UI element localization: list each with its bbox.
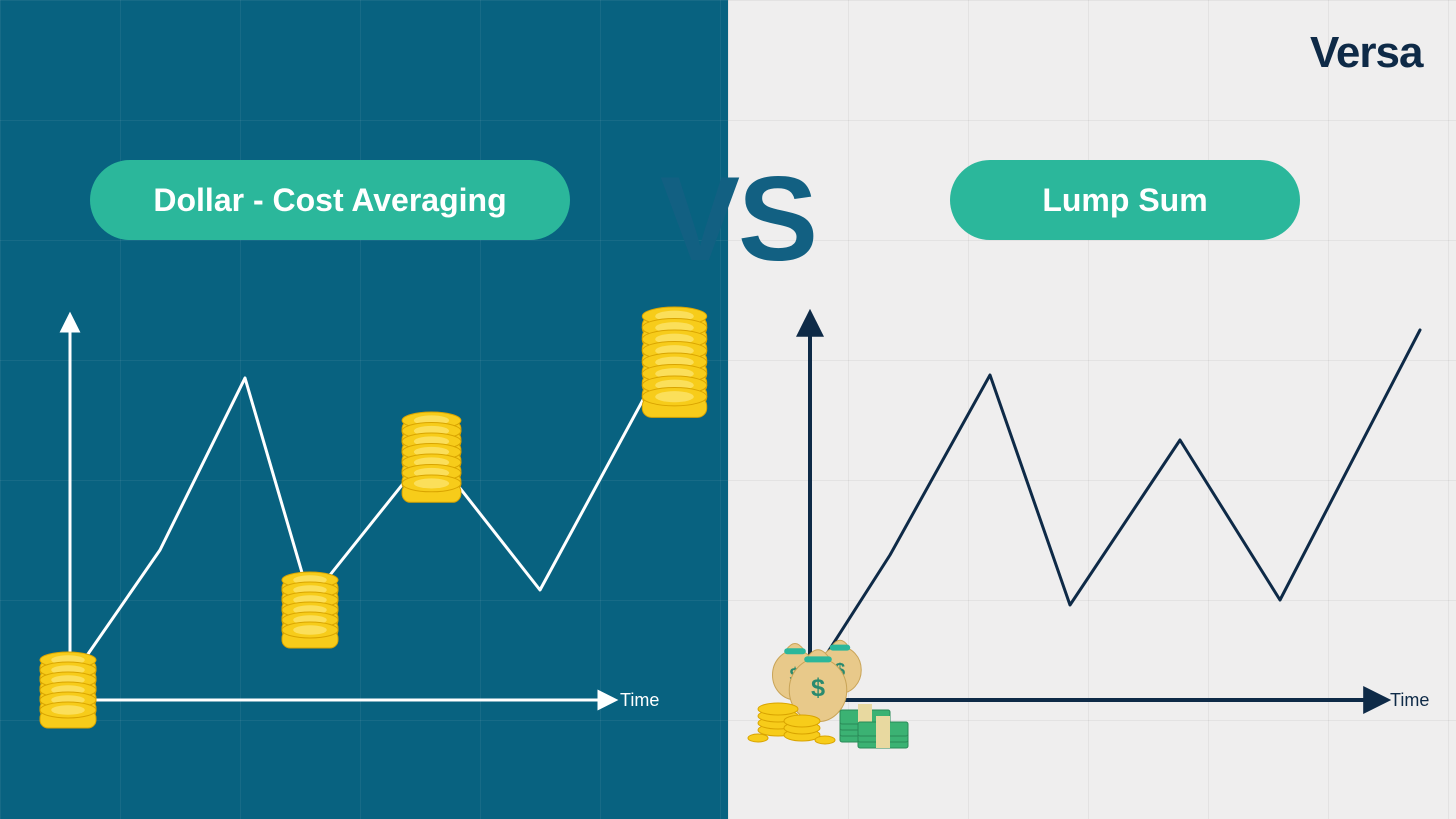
coin-stack-2 <box>400 410 463 509</box>
chart-overlay <box>0 0 1456 819</box>
infographic-stage: Versa Dollar - Cost Averaging Lump Sum V… <box>0 0 1456 819</box>
coin-stack-1 <box>280 570 340 655</box>
coin-stack-0 <box>38 650 98 735</box>
axis-label-right: Time <box>1390 690 1429 711</box>
svg-text:$: $ <box>811 674 825 702</box>
money-pile: $$$ <box>740 620 910 755</box>
axis-label-left: Time <box>620 690 659 711</box>
coin-stack-3 <box>640 305 709 424</box>
